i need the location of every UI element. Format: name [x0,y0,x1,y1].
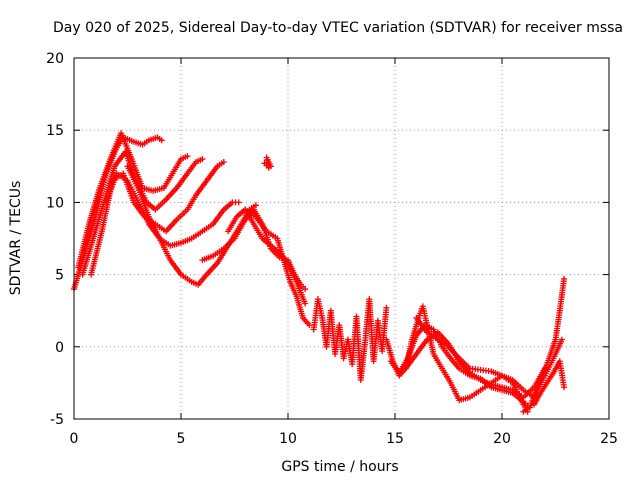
data-point [302,300,309,307]
data-point [561,275,568,282]
y-tick-label: 0 [55,340,64,356]
grid-layer [74,58,609,419]
series-track-10 [261,154,274,171]
data-point [252,202,259,209]
series-track-13 [387,322,533,411]
data-point [184,153,191,160]
y-tick-label: 5 [55,268,64,284]
y-tick-label: 10 [46,195,64,211]
data-point [302,286,309,293]
data-point [158,137,165,144]
y-tick-label: 15 [46,123,64,139]
data-point [220,158,227,165]
y-tick-label: 20 [46,51,64,67]
x-tick-label: 15 [386,431,404,447]
x-axis-label: GPS time / hours [281,459,398,475]
x-tick-label: 20 [493,431,511,447]
series-track-11 [310,296,390,384]
x-tick-label: 25 [600,431,618,447]
x-tick-label: 5 [177,431,186,447]
data-point [383,304,390,311]
data-point [561,384,568,391]
x-tick-label: 10 [279,431,297,447]
data-point [558,336,565,343]
data-marks [71,130,568,415]
data-point [235,199,242,206]
series-track-16 [520,275,568,415]
y-tick-label: -5 [50,412,64,428]
series-track-9 [242,206,313,329]
y-axis-label: SDTVAR / TECUs [8,181,24,296]
data-point [199,156,206,163]
ticks-layer: 0 5 10 15 20 25 -5 0 5 10 15 20 [46,51,618,447]
chart-title: Day 020 of 2025, Sidereal Day-to-day VTE… [53,20,623,36]
plot-frame [73,57,610,420]
series-track-2 [75,130,191,271]
series-track-17 [531,358,568,408]
data-point [267,163,274,170]
x-tick-label: 0 [70,431,79,447]
